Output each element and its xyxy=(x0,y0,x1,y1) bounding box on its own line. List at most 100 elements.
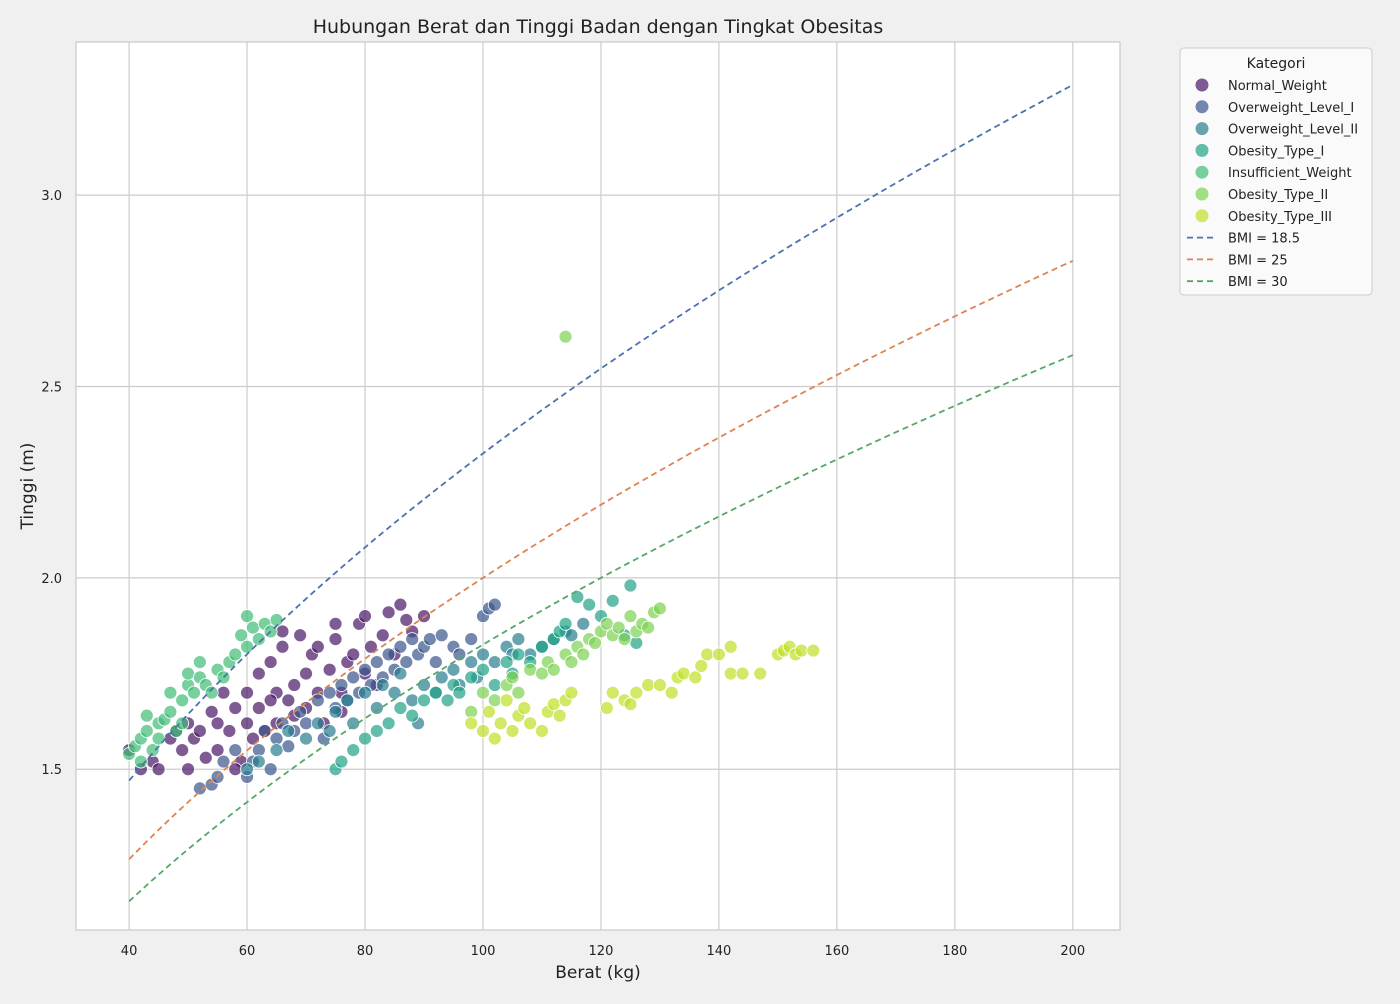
data-point xyxy=(204,685,219,700)
data-point xyxy=(228,647,243,662)
data-point xyxy=(251,701,266,715)
data-point xyxy=(599,616,614,631)
data-point xyxy=(552,708,567,723)
data-point xyxy=(175,743,190,758)
data-point xyxy=(535,724,549,738)
data-point xyxy=(393,666,408,681)
data-point xyxy=(511,632,526,647)
data-point xyxy=(417,678,431,692)
data-point xyxy=(641,620,656,635)
data-point xyxy=(564,628,579,643)
legend: Kategori Normal_Weight Overweight_Level_I… xyxy=(1179,47,1373,296)
series-obesity-type-iii xyxy=(464,639,821,746)
data-point xyxy=(422,632,437,647)
data-point xyxy=(653,678,667,692)
data-point xyxy=(299,666,313,681)
x-tick-label: 120 xyxy=(589,944,614,959)
data-point xyxy=(275,639,290,654)
data-point xyxy=(322,724,337,738)
data-point xyxy=(369,724,384,738)
data-point xyxy=(464,632,479,647)
data-point xyxy=(334,754,349,769)
legend-label: Obesity_Type_I xyxy=(1228,144,1324,159)
data-point xyxy=(623,578,638,593)
data-point xyxy=(700,647,715,662)
legend-label: BMI = 18.5 xyxy=(1228,232,1300,247)
data-point xyxy=(251,666,266,681)
y-tick-label: 2.0 xyxy=(41,572,62,587)
data-point xyxy=(546,697,561,712)
data-point xyxy=(346,670,361,685)
bmi-reference-line xyxy=(128,354,1074,903)
data-point xyxy=(369,701,384,715)
data-point xyxy=(605,593,620,608)
data-point xyxy=(163,704,178,719)
data-point xyxy=(735,666,750,681)
data-point xyxy=(487,597,502,612)
legend-marker xyxy=(1195,122,1209,136)
data-point xyxy=(328,704,343,719)
data-point xyxy=(275,624,290,639)
data-point xyxy=(240,685,254,700)
data-point xyxy=(139,724,154,738)
y-tick-label: 3.0 xyxy=(41,189,62,204)
legend-marker xyxy=(1195,100,1209,114)
data-point xyxy=(723,666,738,681)
data-point xyxy=(464,670,479,685)
data-point xyxy=(588,636,602,650)
legend-label: Insufficient_Weight xyxy=(1228,166,1352,181)
data-point xyxy=(216,685,231,700)
legend-items: Normal_Weight Overweight_Level_I Overweigh… xyxy=(1187,78,1358,290)
data-point xyxy=(399,613,414,627)
data-point xyxy=(511,685,526,700)
data-point xyxy=(617,632,632,647)
data-point xyxy=(393,597,408,612)
data-point xyxy=(369,655,384,669)
data-point xyxy=(623,609,638,624)
data-point xyxy=(133,754,148,769)
data-point xyxy=(393,639,408,654)
data-point xyxy=(293,628,308,643)
data-point xyxy=(487,655,502,669)
data-point xyxy=(599,701,614,715)
y-tick-label: 2.5 xyxy=(41,380,62,395)
data-point xyxy=(281,739,296,754)
data-point xyxy=(487,693,502,708)
data-point xyxy=(139,708,154,723)
data-point xyxy=(364,639,378,654)
data-point xyxy=(505,670,520,685)
legend-marker xyxy=(1195,209,1209,223)
data-point xyxy=(358,662,372,677)
data-point xyxy=(558,329,573,344)
data-point xyxy=(535,666,549,681)
legend-marker xyxy=(1195,165,1209,179)
data-point xyxy=(246,731,260,746)
data-point xyxy=(440,693,455,708)
data-point xyxy=(535,639,549,654)
data-point xyxy=(381,716,396,731)
data-point xyxy=(346,716,361,731)
data-point xyxy=(605,685,620,700)
data-point xyxy=(151,762,166,777)
data-point xyxy=(417,693,431,708)
grid-lines xyxy=(76,42,1120,930)
data-point xyxy=(358,609,372,624)
legend-marker xyxy=(1195,143,1209,157)
data-point xyxy=(464,655,479,669)
data-point xyxy=(375,678,390,692)
data-point xyxy=(240,716,254,731)
data-point xyxy=(641,678,656,692)
data-point xyxy=(558,616,573,631)
x-tick-label: 80 xyxy=(357,944,374,959)
data-point xyxy=(464,716,479,731)
legend-marker xyxy=(1195,78,1209,92)
data-point xyxy=(694,658,709,673)
plot-frame xyxy=(75,41,1121,931)
data-point xyxy=(204,704,219,719)
data-point xyxy=(806,643,821,658)
data-point xyxy=(251,743,266,758)
data-point xyxy=(192,724,207,738)
data-point xyxy=(688,670,703,685)
data-point xyxy=(310,716,325,731)
